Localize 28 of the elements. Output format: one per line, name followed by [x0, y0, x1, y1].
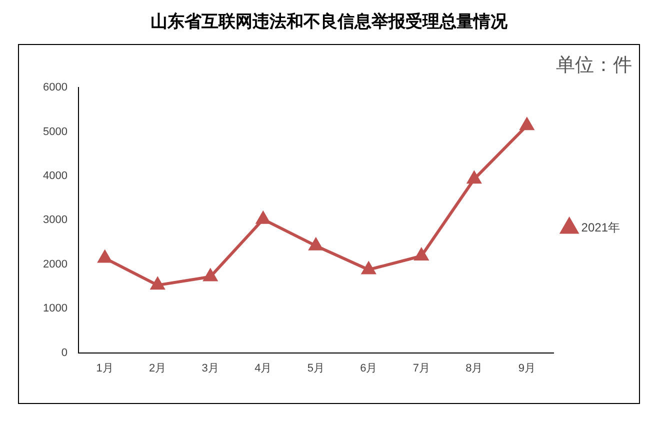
x-tick-label: 9月: [518, 362, 536, 374]
point: [309, 238, 323, 250]
x-tick-label: 2月: [149, 362, 166, 374]
y-tick-label: 0: [61, 346, 68, 359]
y-tick-label: 1000: [42, 302, 68, 315]
point: [520, 118, 534, 130]
legend-label: 2021年: [581, 220, 620, 234]
y-tick-label: 3000: [42, 214, 68, 226]
point: [467, 172, 481, 184]
point: [150, 278, 164, 290]
x-tick-label: 7月: [412, 362, 430, 374]
point: [414, 248, 428, 260]
x-tick-label: 4月: [254, 362, 272, 374]
x-tick-label: 8月: [466, 362, 483, 374]
y-tick-label: 4000: [42, 170, 68, 182]
point: [204, 269, 218, 282]
chart-title: 山东省互联网违法和不良信息举报受理总量情况: [150, 11, 508, 33]
y-tick-label: 6000: [42, 82, 68, 94]
y-tick-label: 2000: [42, 258, 68, 270]
x-tick-label: 3月: [202, 362, 219, 374]
x-tick-label: 1月: [96, 362, 114, 374]
x-tick-label: 6月: [360, 362, 378, 374]
x-tick-label: 5月: [307, 362, 324, 374]
text: 单位：件: [556, 53, 632, 78]
y-tick-label: 5000: [42, 126, 68, 138]
point: [256, 212, 270, 224]
point: [98, 250, 112, 263]
point: [362, 262, 376, 274]
